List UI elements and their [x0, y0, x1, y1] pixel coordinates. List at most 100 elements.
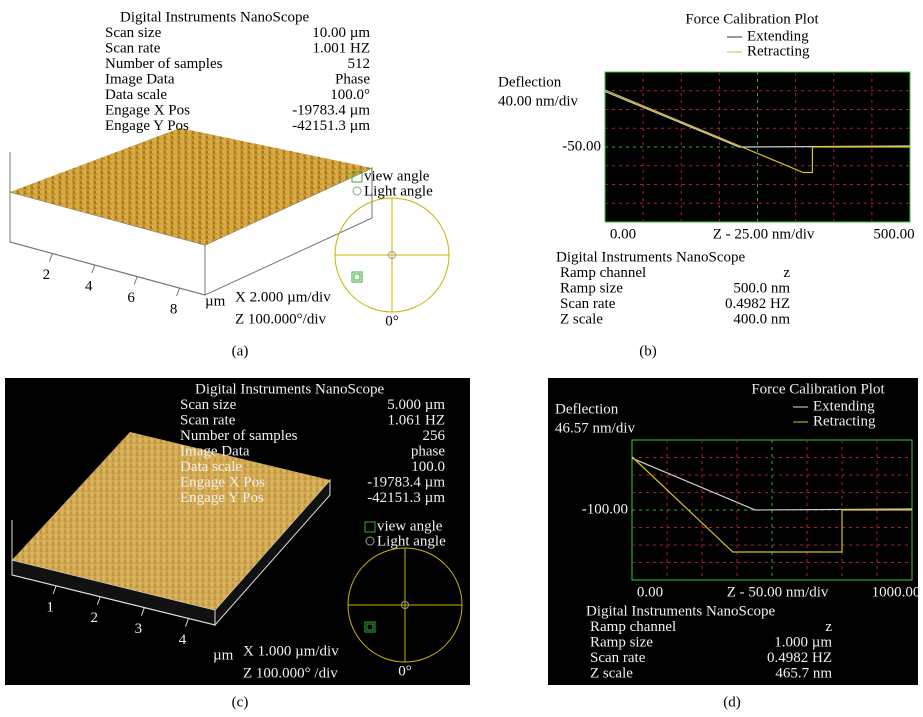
- plot-title: Force Calibration Plot: [685, 11, 819, 27]
- info-value: 0.4982 HZ: [725, 296, 790, 312]
- angle-zero: 0°: [385, 313, 399, 329]
- info-value: 256: [423, 428, 446, 444]
- info-value: 1.000 µm: [774, 634, 832, 650]
- tick-mark: [134, 277, 137, 285]
- info-label: Ramp size: [590, 634, 653, 650]
- info-label: Data scale: [105, 87, 167, 103]
- caption: (b): [639, 343, 657, 359]
- info-value: z: [825, 619, 832, 635]
- info-label: Scan size: [180, 397, 237, 413]
- info-label: Z scale: [560, 311, 603, 327]
- info-value: -19783.4 µm: [292, 102, 370, 118]
- scale-x: X 1.000 µm/div: [243, 643, 339, 659]
- axis-tick-label: 1: [46, 599, 54, 615]
- info-value: 100.0°: [330, 87, 370, 103]
- y-label: Deflection: [498, 74, 562, 90]
- view-angle-label: view angle: [377, 518, 443, 534]
- info-value: 10.00 µm: [312, 25, 370, 41]
- info-label: Ramp channel: [590, 619, 676, 635]
- info-title: Digital Instruments NanoScope: [556, 249, 745, 265]
- plot-title: Force Calibration Plot: [751, 381, 885, 397]
- view-angle-label: view angle: [364, 168, 430, 184]
- info-value: 0.4982 HZ: [767, 650, 832, 666]
- axis-tick-label: 4: [179, 632, 187, 648]
- legend-item: Extending: [813, 398, 875, 414]
- y-tick-label: -50.00: [562, 138, 601, 154]
- info-value: 100.0: [411, 459, 445, 475]
- caption: (a): [232, 343, 249, 359]
- axis-unit: µm: [213, 647, 234, 663]
- info-label: Engage X Pos: [105, 102, 190, 118]
- info-label: Engage Y Pos: [180, 490, 264, 506]
- figure: 2468Digital Instruments NanoScopeScan si…: [0, 0, 923, 717]
- y-scale: 46.57 nm/div: [555, 420, 636, 436]
- view-marker: [354, 274, 360, 280]
- axis-tick-label: 2: [43, 267, 51, 283]
- tick-mark: [92, 265, 95, 273]
- info-value: 5.000 µm: [387, 397, 445, 413]
- axis-tick-label: 8: [170, 302, 178, 318]
- info-label: Image Data: [180, 443, 250, 459]
- axis-tick-label: 3: [135, 621, 143, 637]
- info-value: -42151.3 µm: [292, 118, 370, 134]
- info-title: Digital Instruments NanoScope: [120, 9, 309, 25]
- x-tick-label: 0.00: [637, 584, 663, 600]
- axis-tick-label: 4: [85, 278, 93, 294]
- y-scale: 40.00 nm/div: [498, 93, 579, 109]
- scale-z: Z 100.000°/div: [235, 311, 326, 327]
- scale-x: X 2.000 µm/div: [235, 289, 331, 305]
- light-angle-label: Light angle: [364, 183, 433, 199]
- info-value: phase: [411, 443, 445, 459]
- info-label: Scan rate: [560, 296, 616, 312]
- x-tick-label: 1000.00: [872, 584, 921, 600]
- legend-item: Retracting: [747, 43, 810, 59]
- info-label: Number of samples: [105, 56, 223, 72]
- axis-tick-label: 6: [127, 290, 135, 306]
- info-label: Data scale: [180, 459, 242, 475]
- y-tick-label: -100.00: [582, 501, 628, 517]
- force-panel: Force Calibration PlotExtendingRetractin…: [548, 378, 920, 685]
- info-value: 1.061 HZ: [388, 412, 446, 428]
- info-value: 500.0 nm: [733, 280, 790, 296]
- info-value: -42151.3 µm: [367, 490, 445, 506]
- caption: (c): [232, 694, 249, 710]
- info-label: Ramp channel: [560, 265, 646, 281]
- info-value: -19783.4 µm: [367, 474, 445, 490]
- legend-item: Retracting: [813, 413, 876, 429]
- info-label: Ramp size: [560, 280, 623, 296]
- info-label: Scan size: [105, 25, 162, 41]
- x-label: Z - 50.00 nm/div: [727, 584, 829, 600]
- info-label: Image Data: [105, 71, 175, 87]
- x-tick-label: 0.00: [610, 226, 636, 242]
- y-label: Deflection: [555, 401, 619, 417]
- info-label: Engage Y Pos: [105, 118, 189, 134]
- info-value: z: [783, 265, 790, 281]
- info-title: Digital Instruments NanoScope: [586, 603, 775, 619]
- info-title: Digital Instruments NanoScope: [195, 381, 384, 397]
- force-panel: Force Calibration PlotExtendingRetractin…: [498, 11, 915, 327]
- angle-zero: 0°: [398, 663, 412, 679]
- page: {"panels": [ {"kind": "image", "caption"…: [0, 0, 923, 717]
- x-tick-label: 500.00: [873, 226, 914, 242]
- info-label: Scan rate: [180, 412, 236, 428]
- info-value: 512: [348, 56, 371, 72]
- x-label: Z - 25.00 nm/div: [713, 226, 815, 242]
- info-value: 400.0 nm: [733, 311, 790, 327]
- axis-unit: µm: [205, 293, 226, 309]
- info-label: Engage X Pos: [180, 474, 265, 490]
- tick-mark: [49, 254, 52, 262]
- info-label: Number of samples: [180, 428, 298, 444]
- tick-mark: [177, 288, 180, 296]
- light-angle-label: Light angle: [377, 533, 446, 549]
- info-value: Phase: [335, 71, 370, 87]
- info-label: Z scale: [590, 665, 633, 681]
- info-value: 465.7 nm: [775, 665, 832, 681]
- legend-item: Extending: [747, 28, 809, 44]
- caption: (d): [723, 694, 741, 710]
- axis-tick-label: 2: [91, 610, 99, 626]
- info-label: Scan rate: [105, 40, 161, 56]
- info-label: Scan rate: [590, 650, 646, 666]
- info-value: 1.001 HZ: [313, 40, 371, 56]
